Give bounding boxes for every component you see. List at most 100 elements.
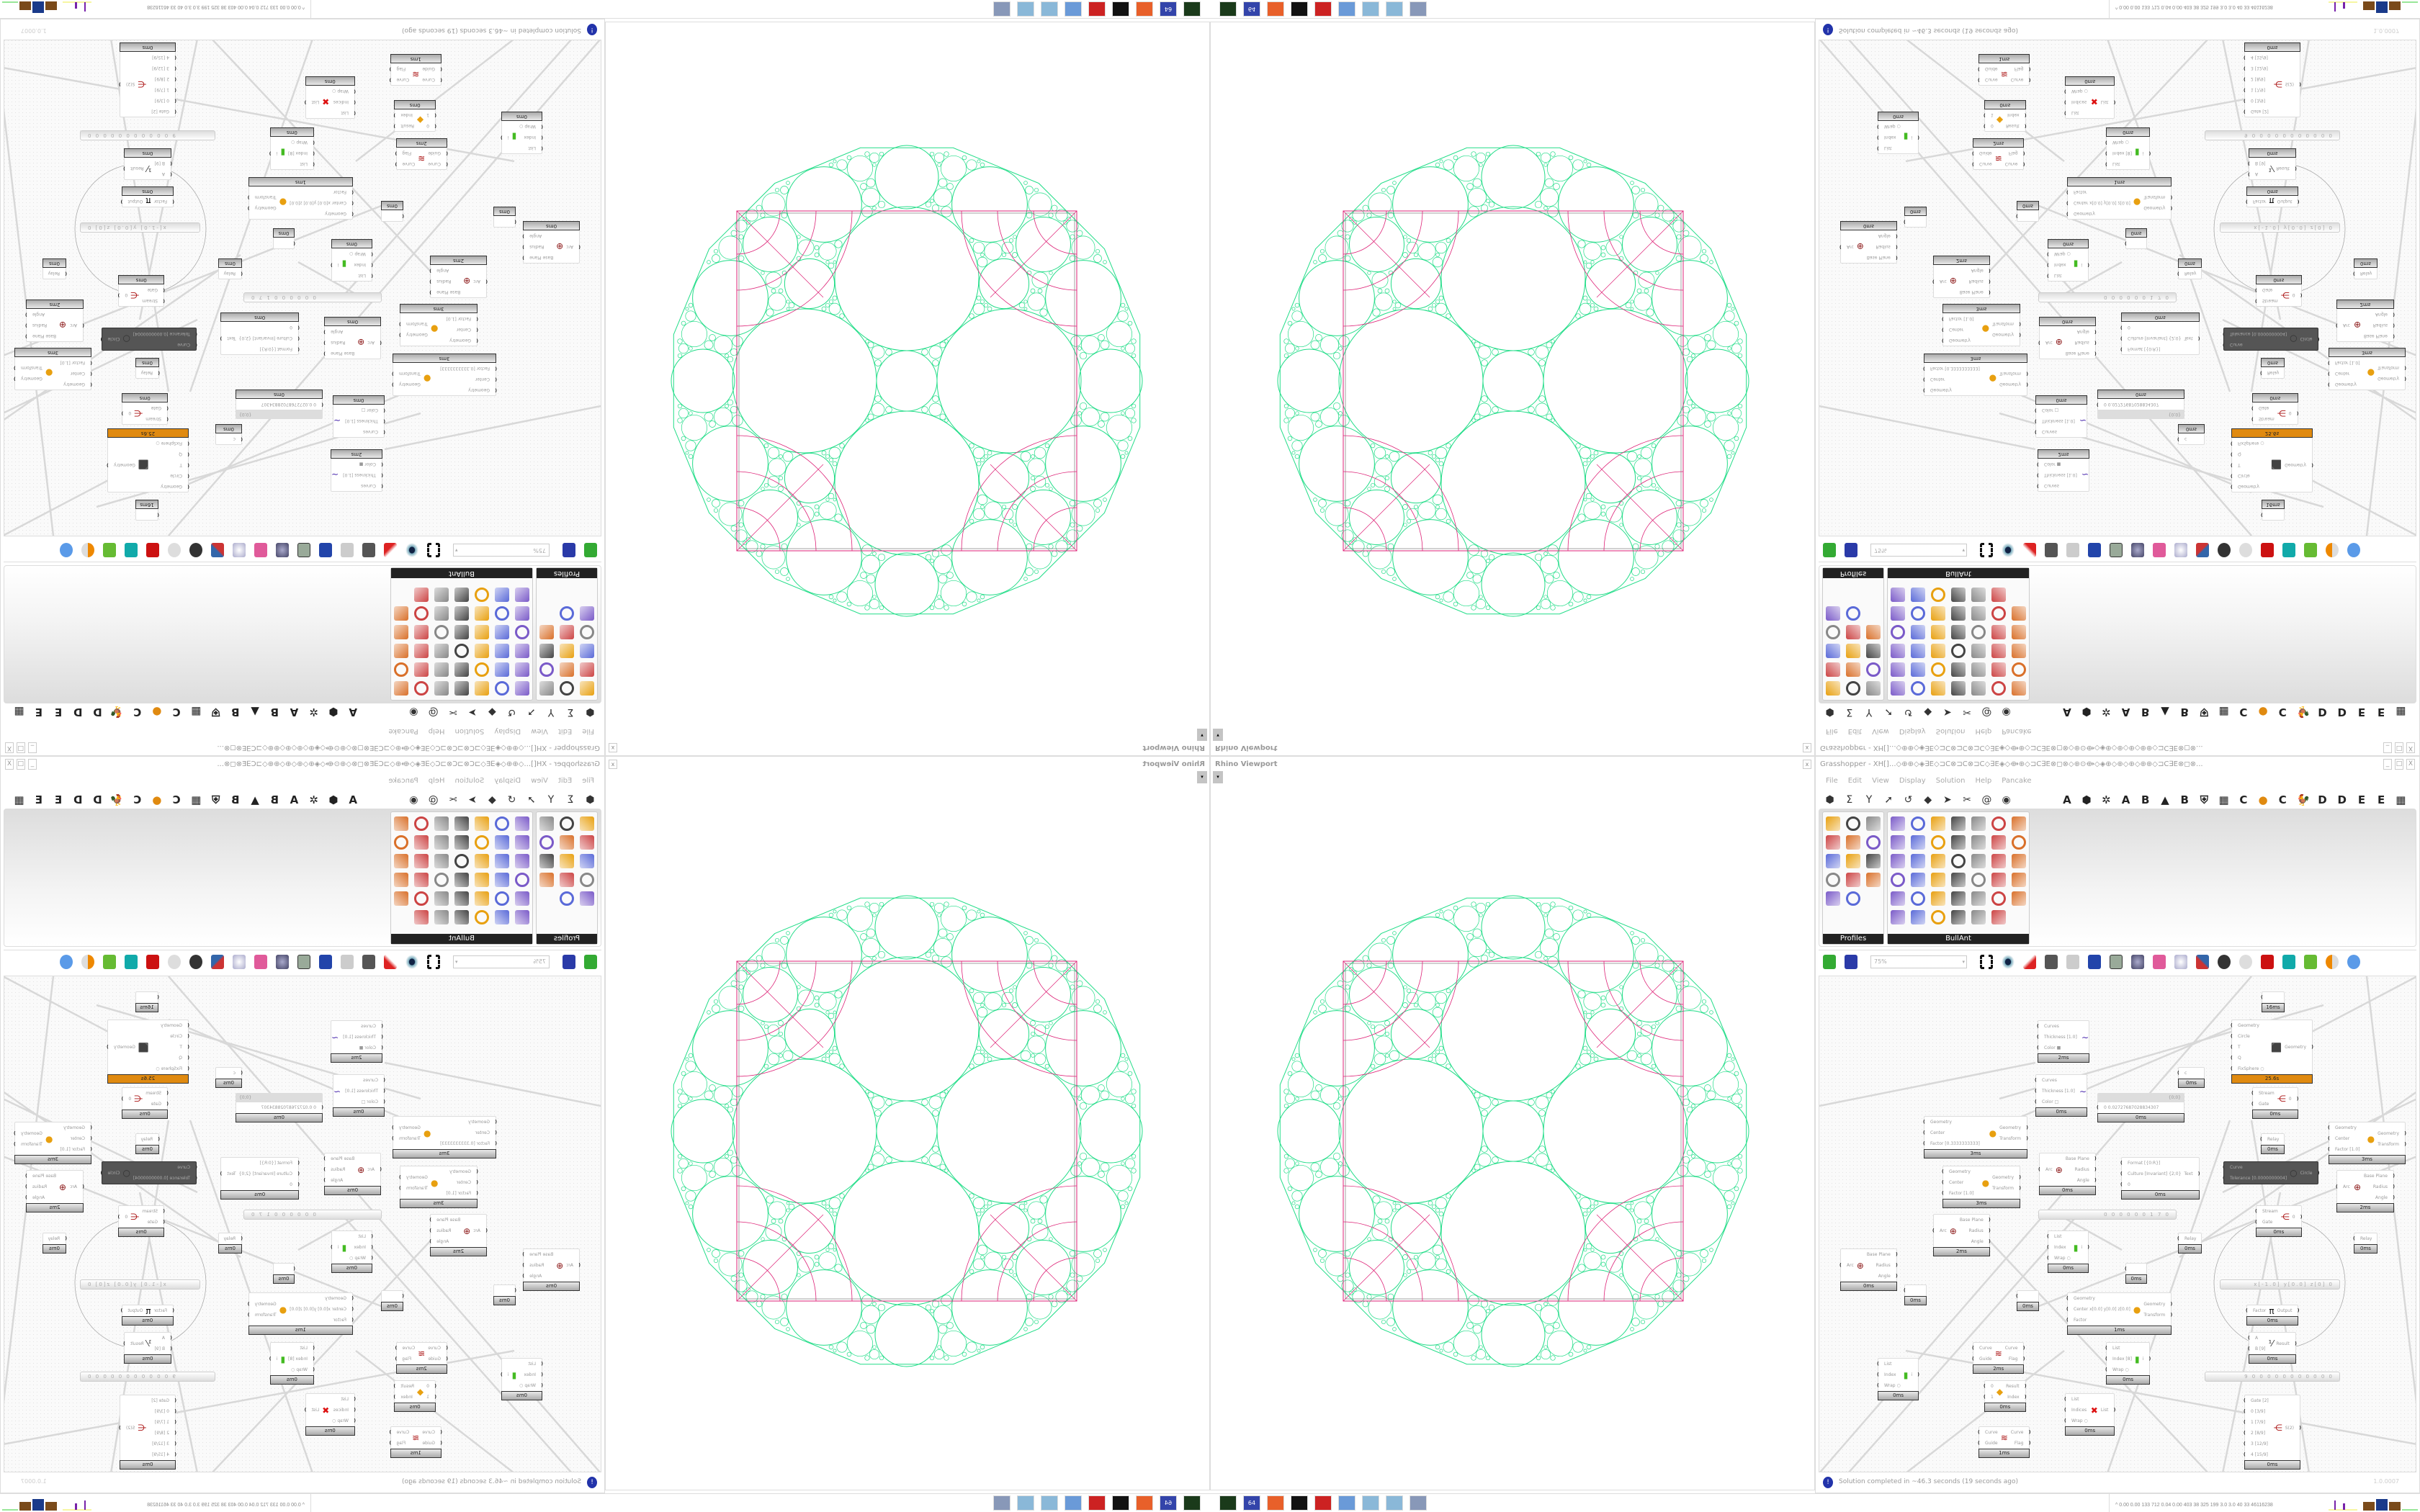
input-param[interactable]: 0 [426, 1381, 435, 1392]
vector-slider[interactable]: x[-1.0] y[0.0] z[0] 0 [2220, 222, 2340, 233]
component-icon[interactable] [1866, 835, 1881, 850]
tab-label[interactable]: BullAnt [1888, 568, 2029, 578]
input-param[interactable]: 4 [15/9] [2245, 52, 2271, 63]
close-icon[interactable]: x [609, 760, 617, 769]
kangaroo-solver-component[interactable]: GeometryCircleTQFixSphere ○⬛Geometry25.6… [107, 428, 189, 492]
input-param[interactable]: A [154, 1333, 171, 1344]
chevron-down-icon[interactable]: ▾ [1962, 958, 1965, 965]
package-icon[interactable] [254, 543, 267, 558]
custom-preview-component[interactable]: CurvesThickness [1.0]Color ■∼2ms [2037, 1020, 2089, 1063]
input-param[interactable]: 1 [7/9] [2245, 84, 2271, 95]
component-icon[interactable] [515, 835, 529, 850]
format-component[interactable]: Format [{0:R}]Culture [Invariant] {2;0}0… [2121, 312, 2200, 355]
output-param[interactable]: Text [221, 333, 236, 343]
custom-preview-component[interactable]: CurvesThickness [1.0]Color ■∼2ms [2038, 449, 2089, 492]
input-param[interactable]: FixSphere ○ [2232, 438, 2268, 449]
output-param[interactable]: Flag [391, 63, 410, 74]
hook-icon[interactable]: ↺ [1904, 706, 1913, 718]
output-param[interactable]: Geometry [1992, 1172, 2021, 1183]
component-icon[interactable] [539, 644, 554, 658]
input-param[interactable]: Curve [2223, 1162, 2287, 1173]
component-icon[interactable] [580, 816, 594, 831]
input-param[interactable]: Geometry [434, 1117, 496, 1128]
input-param[interactable]: Geometry [1942, 1166, 1979, 1177]
stream-gate-component[interactable]: StreamGate⋲00ms [122, 393, 168, 425]
component-icon[interactable] [1951, 910, 1966, 924]
component-icon[interactable] [1846, 662, 1860, 677]
component-icon[interactable] [1931, 854, 1945, 868]
component-icon[interactable] [454, 873, 469, 887]
sigma-icon[interactable]: Σ [567, 794, 574, 806]
input-param[interactable]: Gate [2257, 284, 2278, 295]
component-icon[interactable] [560, 606, 574, 621]
component-icon[interactable] [1971, 816, 1986, 831]
at-icon[interactable] [2066, 543, 2079, 558]
component-icon[interactable] [434, 644, 449, 658]
input-param[interactable]: Guide [428, 1354, 447, 1364]
input-param[interactable]: Geometry [2231, 1020, 2268, 1031]
component-icon[interactable] [434, 681, 449, 696]
input-param[interactable]: Geometry [2328, 1122, 2365, 1133]
component-icon[interactable] [1826, 835, 1840, 850]
scale-component[interactable]: GeometryCenterFactor [1.0]●GeometryTrans… [400, 1166, 478, 1208]
minimize-button[interactable]: _ [2383, 742, 2392, 753]
calculator-icon[interactable] [1338, 1, 1355, 17]
menu-display[interactable]: Display [1899, 727, 1926, 735]
notepad-icon[interactable] [1386, 1495, 1403, 1511]
arc-deconstruct-component[interactable]: Arc⊕Base PlaneRadiusAngle2ms [26, 300, 84, 342]
category-tab[interactable]: ⬢ [328, 706, 339, 719]
component-icon[interactable] [495, 910, 509, 924]
image-icon[interactable] [297, 954, 310, 969]
menu-pancake[interactable]: Pancake [388, 727, 418, 735]
relay-component[interactable]: 0ms [493, 207, 516, 228]
arc-deconstruct-component[interactable]: Arc⊕Base PlaneRadiusAngle0ms [2038, 1153, 2097, 1195]
eye-icon[interactable] [405, 954, 418, 969]
relay-component[interactable]: 0ms [2017, 201, 2039, 222]
menu-help[interactable]: Help [1975, 777, 1992, 785]
material-icon[interactable] [81, 543, 94, 558]
component-icon[interactable] [1826, 816, 1840, 831]
component-icon[interactable] [1826, 662, 1840, 677]
component-icon[interactable] [475, 644, 489, 658]
input-param[interactable]: 0 [1985, 120, 1994, 131]
component-icon[interactable] [1951, 854, 1966, 868]
output-param[interactable]: Result [2276, 1338, 2296, 1349]
component-icon[interactable] [1991, 910, 2006, 924]
input-param[interactable]: Curves [344, 1075, 384, 1086]
input-param[interactable]: Guide [1972, 1354, 1992, 1364]
component-icon[interactable] [1826, 891, 1840, 906]
input-param[interactable]: Indices [332, 96, 354, 107]
preview-mesh-icon[interactable] [103, 954, 116, 969]
document-icon[interactable] [1410, 1495, 1427, 1511]
cull-index-component[interactable]: ListIndicesWrap ○✖List0ms [2064, 1393, 2115, 1436]
shape-icon[interactable]: ◆ [488, 706, 496, 718]
input-param[interactable]: Gate [2] [149, 1395, 175, 1406]
number-slider[interactable]: 0 0 0 0 0 0 1 7 0 [2038, 292, 2177, 302]
component-icon[interactable] [515, 816, 529, 831]
relay-component[interactable]: 0ms [273, 228, 295, 249]
input-param[interactable]: Indices [2066, 96, 2088, 107]
input-param[interactable]: 4 [15/9] [149, 1449, 175, 1460]
menu-solution[interactable]: Solution [1935, 777, 1966, 785]
input-param[interactable]: Center x[0.0] y[0.0] z[0.0] [290, 197, 352, 208]
input-param[interactable]: T [152, 459, 188, 470]
preview-off-icon[interactable] [2218, 954, 2231, 969]
category-tab[interactable]: ● [2258, 793, 2268, 806]
category-tab[interactable]: E [2378, 793, 2385, 806]
cluster-icon[interactable] [2045, 954, 2058, 969]
component-icon[interactable] [1971, 588, 1986, 602]
component-icon[interactable] [1991, 873, 2006, 887]
input-param[interactable]: 0 [2122, 322, 2181, 333]
tab-profiles[interactable]: Profiles [1822, 567, 1884, 701]
tab-bullant[interactable]: BullAnt [1887, 811, 2030, 945]
component-icon[interactable] [539, 816, 554, 831]
output-param[interactable]: S(2) [2285, 1423, 2302, 1434]
component-icon[interactable] [1991, 854, 2006, 868]
component-icon[interactable] [515, 662, 529, 677]
grasshopper-canvas[interactable]: CurvesThickness [1.0]Color ■∼2msCurvesTh… [1819, 40, 2416, 536]
input-param[interactable]: Guide [422, 63, 441, 74]
component-icon[interactable] [1891, 606, 1905, 621]
